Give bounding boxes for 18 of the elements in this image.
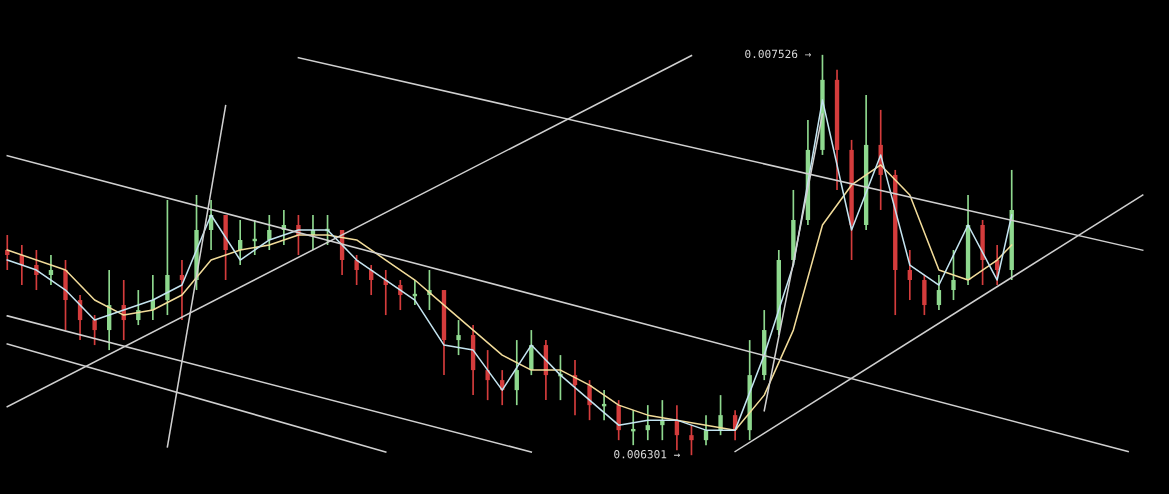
candlestick bbox=[485, 349, 490, 401]
candlestick bbox=[936, 274, 942, 311]
annotation: 0.006301 → bbox=[614, 450, 680, 459]
candlestick bbox=[34, 249, 39, 291]
annotation: 0.007526 → bbox=[745, 49, 811, 59]
candlestick bbox=[514, 339, 519, 406]
candlestick bbox=[718, 394, 723, 436]
candlestick bbox=[398, 279, 403, 311]
candlestick bbox=[907, 249, 912, 301]
candlestick bbox=[660, 399, 665, 441]
candlestick bbox=[951, 249, 956, 301]
candlestick bbox=[354, 254, 359, 286]
candlestick bbox=[456, 319, 461, 356]
candlestick bbox=[48, 254, 54, 286]
candlestick bbox=[587, 379, 592, 421]
candlestick bbox=[645, 404, 650, 441]
candlestick bbox=[689, 424, 694, 457]
candlestick bbox=[92, 314, 97, 346]
